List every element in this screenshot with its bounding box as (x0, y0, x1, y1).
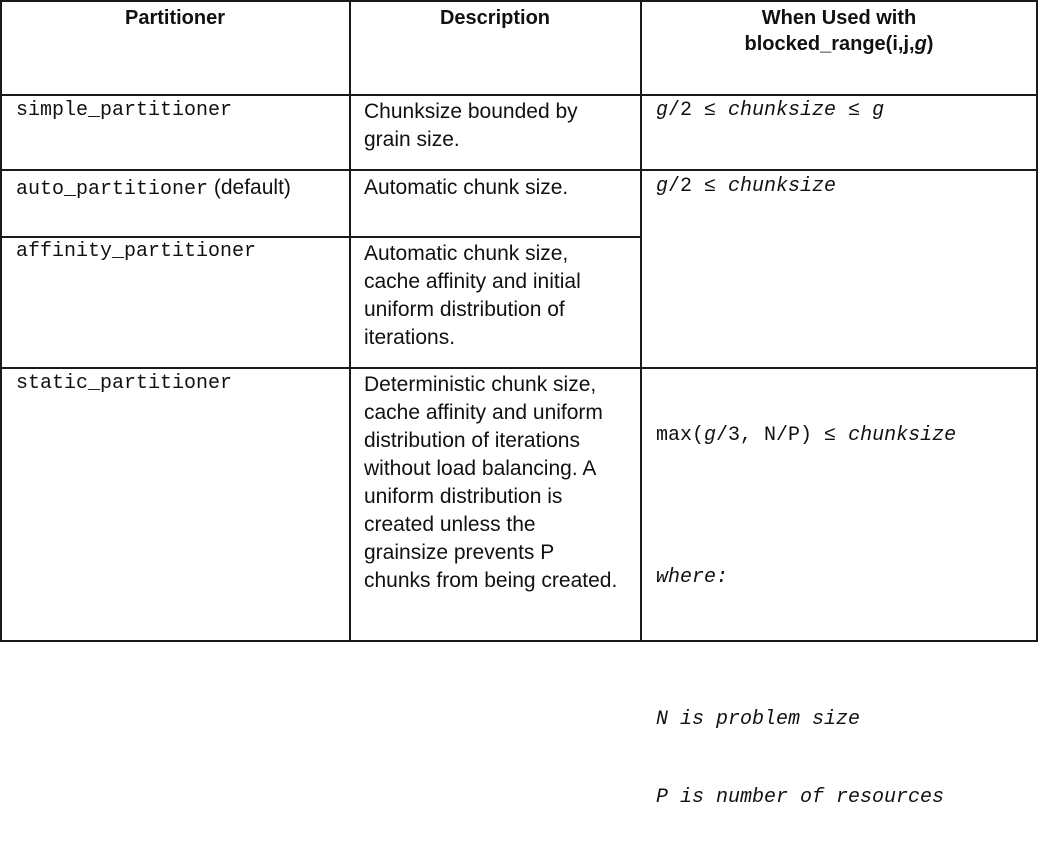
chunksize-term: chunksize (728, 99, 837, 122)
header-divider (0, 94, 1038, 96)
table-border-left (0, 0, 2, 642)
chunksize-constraint: max(g/3, N/P) ≤ chunksize where: N is pr… (656, 371, 956, 863)
grainsize-g: g (656, 99, 669, 122)
column-divider (640, 0, 642, 642)
header-grainsize-g: g (914, 33, 927, 55)
partitioner-name: static_partitioner (16, 372, 233, 395)
constraint-text: /3, N/P) ≤ (716, 424, 849, 447)
partitioner-name: affinity_partitioner (16, 240, 257, 263)
default-note: (default) (208, 176, 291, 199)
partitioner-description: Automatic chunk size, cache affinity and… (364, 242, 581, 349)
chunksize-term: chunksize (728, 175, 837, 198)
constraint-formula: max(g/3, N/P) ≤ chunksize (656, 423, 956, 449)
row-divider (0, 169, 1038, 171)
header-description: Description (439, 7, 551, 29)
row-divider (0, 367, 1038, 369)
header-when-used: When Used with blocked_range(i,j,g) (641, 5, 1037, 57)
constraint-text: /2 ≤ (668, 99, 729, 122)
partitioner-description: Deterministic chunk size, cache affinity… (364, 373, 618, 592)
chunksize-term: chunksize (848, 424, 957, 447)
row-divider (0, 236, 641, 238)
table-border-right (1036, 0, 1038, 642)
header-partitioner: Partitioner (124, 7, 226, 29)
header-when-used-line2: blocked_range(i,j,g) (641, 31, 1037, 57)
column-divider (349, 0, 351, 642)
where-label: where: (656, 566, 729, 589)
partitioner-description: Automatic chunk size. (364, 176, 569, 199)
constraint-text: ≤ (836, 99, 873, 122)
constraint-text: max( (656, 424, 705, 447)
p-definition: P is number of resources (656, 786, 945, 809)
n-definition: N is problem size (656, 708, 861, 731)
header-close-paren: ) (926, 33, 934, 55)
grainsize-g: g (656, 175, 669, 198)
table-border-bottom (0, 640, 1038, 642)
constraint-text: /2 ≤ (668, 175, 729, 198)
partitioner-table: Partitioner Description When Used with b… (0, 0, 1038, 809)
partitioner-description: Chunksize bounded by grain size. (364, 100, 578, 151)
partitioner-name: simple_partitioner (16, 99, 233, 122)
header-blocked-range: blocked_range(i,j, (744, 33, 915, 55)
grainsize-g: g (872, 99, 885, 122)
chunksize-constraint: g/2 ≤ chunksize (656, 174, 836, 200)
table-border-top (0, 0, 1038, 2)
grainsize-g: g (704, 424, 717, 447)
partitioner-name-cell: auto_partitioner (default) (16, 174, 291, 203)
chunksize-constraint: g/2 ≤ chunksize ≤ g (656, 98, 884, 124)
header-when-used-line1: When Used with (761, 7, 917, 29)
partitioner-name: auto_partitioner (16, 178, 209, 201)
